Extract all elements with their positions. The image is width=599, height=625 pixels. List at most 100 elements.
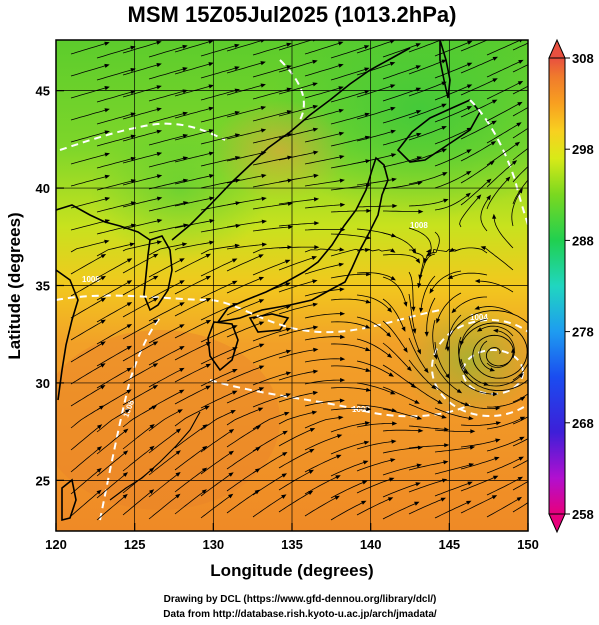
streamline <box>148 472 180 498</box>
streamline <box>148 179 187 190</box>
streamline <box>460 476 497 492</box>
streamline-arrowhead <box>542 403 547 408</box>
streamline <box>356 294 392 312</box>
streamline-arrowhead <box>235 156 241 161</box>
streamline <box>200 67 239 79</box>
streamline <box>148 451 180 476</box>
streamline <box>480 196 491 232</box>
streamline-arrowhead <box>410 383 417 389</box>
streamline-arrowhead <box>255 446 261 452</box>
streamline-arrowhead <box>518 456 524 461</box>
streamline-arrowhead <box>311 256 317 260</box>
streamline-arrowhead <box>338 262 345 267</box>
streamline <box>330 408 370 411</box>
streamline <box>330 481 366 499</box>
y-tick-label: 45 <box>36 84 50 99</box>
streamline-arrowhead <box>441 81 447 86</box>
streamline-arrowhead <box>234 111 241 115</box>
streamline-arrowhead <box>313 197 320 202</box>
streamline <box>122 320 157 340</box>
streamline <box>460 179 491 206</box>
streamline-arrowhead <box>235 178 241 183</box>
streamline <box>122 254 157 274</box>
streamline-arrowhead <box>261 151 267 156</box>
streamline <box>382 110 420 124</box>
streamline-arrowhead <box>406 366 412 372</box>
streamline-arrowhead <box>104 86 110 91</box>
streamline-arrowhead <box>205 342 212 346</box>
streamline <box>148 494 180 520</box>
streamline <box>70 86 109 99</box>
chart-title: MSM 15Z05Jul2025 (1013.2hPa) <box>128 2 457 27</box>
streamline <box>278 256 316 271</box>
streamline <box>434 84 471 101</box>
streamline <box>512 502 528 513</box>
streamline <box>460 161 494 184</box>
streamline <box>476 280 514 293</box>
streamline-arrowhead <box>443 460 449 465</box>
streamline-arrowhead <box>417 445 423 450</box>
y-axis-ticks: 25 30 35 40 45 <box>36 84 64 488</box>
streamline <box>200 494 232 519</box>
streamline-arrowhead <box>418 274 423 280</box>
streamline-arrowhead <box>287 132 293 137</box>
streamline <box>226 366 263 382</box>
streamline <box>70 385 105 407</box>
streamline <box>96 258 131 279</box>
streamline-arrowhead <box>153 297 159 302</box>
streamline <box>486 40 522 56</box>
streamline <box>356 62 394 76</box>
streamline <box>356 84 394 98</box>
streamline <box>174 220 213 229</box>
streamline-arrowhead <box>340 334 346 339</box>
streamline-arrowhead <box>126 345 132 351</box>
streamline <box>70 320 105 341</box>
streamline <box>460 100 496 118</box>
streamline-arrowhead <box>175 450 181 455</box>
streamline-arrowhead <box>365 367 371 372</box>
streamline <box>382 254 420 263</box>
streamline-arrowhead <box>537 154 542 159</box>
streamline-arrowhead <box>364 135 371 140</box>
streamline-arrowhead <box>260 61 266 66</box>
streamline-arrowhead <box>313 347 319 352</box>
lat-lon-grid <box>56 40 528 531</box>
streamline-arrowhead <box>179 367 185 372</box>
streamline <box>200 325 237 343</box>
colorbar-tick-label: 268 <box>572 416 594 431</box>
streamline <box>330 461 367 477</box>
streamline-arrowhead <box>390 129 396 134</box>
streamline-arrowhead <box>312 104 319 109</box>
streamline <box>200 473 233 497</box>
streamline-arrowhead <box>104 239 110 244</box>
streamline <box>330 298 370 303</box>
streamline <box>356 316 391 336</box>
streamline-arrowhead <box>156 240 163 245</box>
streamline <box>148 324 184 344</box>
streamline <box>408 293 416 332</box>
streamline-arrowhead <box>520 396 526 401</box>
streamline <box>252 495 286 518</box>
streamline <box>122 175 161 186</box>
streamline <box>174 320 210 339</box>
streamline <box>70 109 109 121</box>
isobar-north-east <box>469 99 528 226</box>
streamline-arrowhead <box>466 500 472 505</box>
streamline <box>122 298 157 318</box>
streamline <box>408 104 446 119</box>
streamline <box>122 152 161 164</box>
streamline-arrowhead <box>334 495 340 500</box>
streamline-arrowhead <box>286 349 292 354</box>
streamline <box>200 44 238 57</box>
streamline <box>226 152 265 162</box>
streamline <box>200 259 236 277</box>
streamline-arrowhead <box>412 328 417 334</box>
streamline-arrowhead <box>122 472 128 477</box>
streamline-arrowhead <box>228 450 234 456</box>
streamline-arrowhead <box>232 280 238 285</box>
streamline <box>460 495 496 514</box>
streamline-arrowhead <box>153 275 159 280</box>
streamline <box>512 127 528 139</box>
streamline <box>460 422 500 426</box>
streamline <box>486 177 510 210</box>
